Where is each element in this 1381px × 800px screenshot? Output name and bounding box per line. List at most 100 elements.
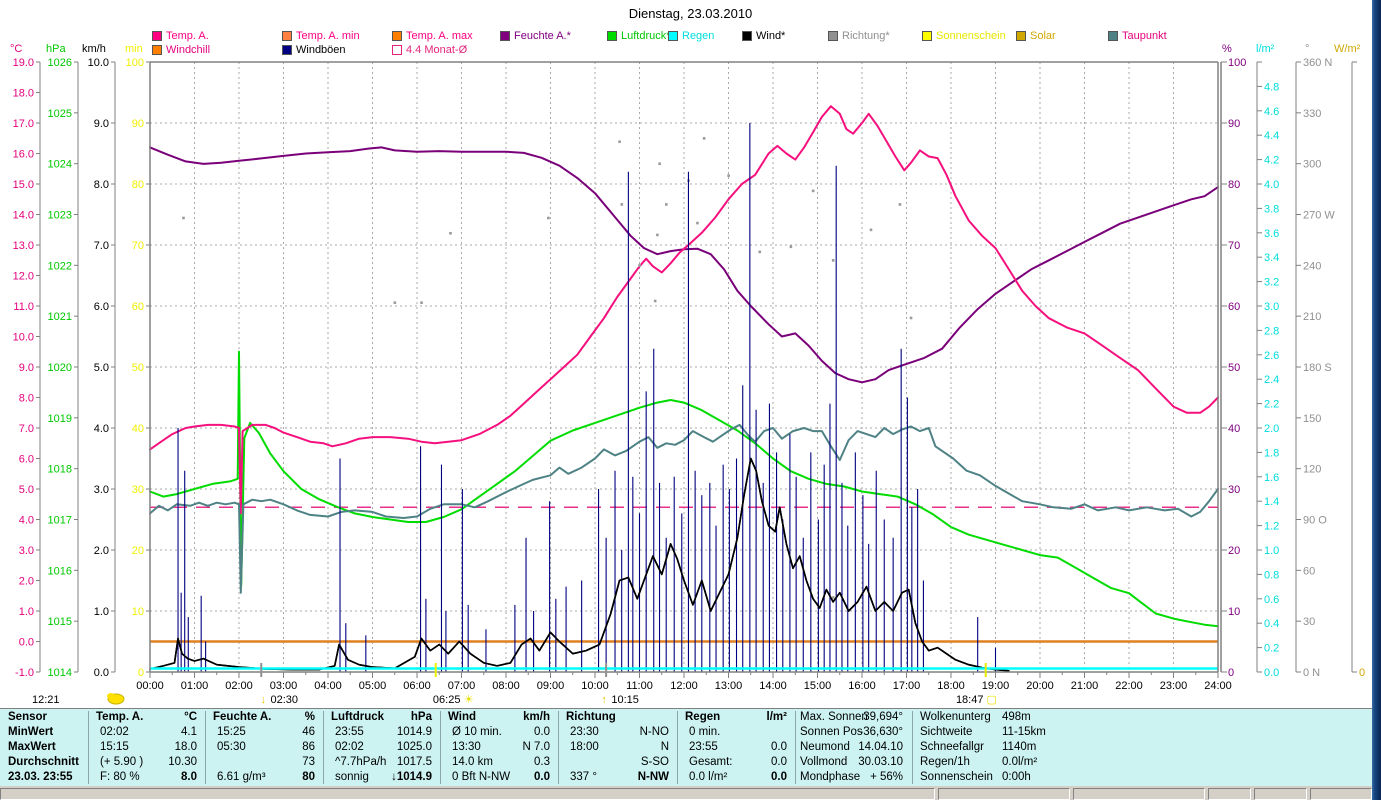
legend-label: Windböen (296, 44, 346, 56)
legend-label: 4.4 Monat-Ø (406, 44, 468, 56)
x-axis-hour-label: 04:00 (314, 680, 342, 692)
windspeed-axis-header: km/h (82, 43, 106, 55)
direction-dot (702, 137, 706, 140)
tick-label: 7.0 (19, 423, 34, 435)
direction-dot (909, 316, 913, 320)
richtung-maxwert-value: N (660, 741, 669, 753)
tick-label: 20 (132, 545, 144, 557)
direction-dot (831, 259, 835, 262)
legend-item-richtung[interactable]: Richtung* (828, 30, 890, 42)
extra-label: Regen/1h (920, 756, 970, 768)
x-axis-hour-label: 00:00 (136, 680, 164, 692)
feuchte-maxwert-time: 05:30 (217, 741, 246, 753)
tick-label: 180 S (1303, 362, 1332, 374)
legend-item-solar[interactable]: Solar (1016, 30, 1056, 42)
regen-column-header: Regen (685, 711, 721, 723)
tick-label: 0 (1359, 667, 1365, 679)
temp-a-max-color-swatch (392, 31, 402, 41)
wind-maxwert-value: N 7.0 (522, 741, 551, 753)
astro-label: Vollmond (800, 756, 848, 768)
legend-label: Temp. A. min (296, 30, 360, 42)
legend-item-temp-a-max[interactable]: Temp. A. max (392, 30, 473, 42)
direction-dot (831, 596, 835, 599)
taupunkt-color-swatch (1108, 31, 1118, 41)
feuchte-minwert-value: 46 (302, 726, 315, 738)
legend-item-wind[interactable]: Wind* (742, 30, 785, 42)
x-axis-hour-label: 06:00 (403, 680, 431, 692)
tick-label: 3.4 (1264, 252, 1279, 264)
legend-item-temp-a[interactable]: Temp. A. (152, 30, 209, 42)
row-header-maxwert: MaxWert (8, 741, 56, 753)
legend-label: Feuchte A.* (514, 30, 571, 42)
luftdruck-color-swatch (607, 31, 617, 41)
tick-label: 9.0 (94, 118, 109, 130)
legend-item-temp-a-min[interactable]: Temp. A. min (282, 30, 360, 42)
legend-item-windchill[interactable]: Windchill (152, 44, 210, 56)
x-axis-hour-label: 21:00 (1071, 680, 1099, 692)
row-header-23-03-23-55: 23.03. 23:55 (8, 771, 73, 783)
tick-label: 40 (1228, 423, 1240, 435)
legend-label: Richtung* (842, 30, 890, 42)
legend-item-4-4-monat[interactable]: 4.4 Monat-Ø (392, 44, 467, 56)
status-bar-segment-4 (1208, 788, 1251, 800)
tick-label: 270 W (1303, 210, 1335, 222)
luftdruck-minwert-time: 23:55 (335, 726, 364, 738)
tick-label: 1025 (48, 108, 72, 120)
legend-item-luftdruck[interactable]: Luftdruck* (607, 30, 671, 42)
tick-label: 30 (1303, 616, 1315, 628)
tick-label: 2.4 (1264, 374, 1279, 386)
direction-dot (665, 203, 668, 206)
tick-label: 30 (1228, 484, 1240, 496)
regen-minwert-time: 0 min. (689, 726, 721, 738)
direction-dot (658, 162, 661, 166)
direction-dot (618, 140, 621, 144)
tick-label: 90 (1228, 118, 1240, 130)
astro-label: Mondphase (800, 771, 861, 783)
temp-23-03-23-55-time: F: 80 % (100, 771, 140, 783)
tick-label: 1016 (48, 565, 72, 577)
tick-label: 3.0 (19, 545, 34, 557)
legend-label: Regen (682, 30, 715, 42)
tick-label: 40 (132, 423, 144, 435)
x-axis-hour-label: 15:00 (804, 680, 832, 692)
tick-label: 1021 (48, 311, 72, 323)
x-axis-hour-label: 18:00 (937, 680, 965, 692)
richtung-23-03-23-55-time: 337 ° (570, 771, 597, 783)
window-edge-strip (1372, 0, 1381, 800)
temp-minwert-value: 4.1 (181, 726, 197, 738)
legend-item-taupunkt[interactable]: Taupunkt (1108, 30, 1167, 42)
wind-curve-top (149, 457, 1009, 672)
moonset-arrow-icon: ↓ (261, 694, 267, 706)
legend-item-windb-en[interactable]: Windböen (282, 44, 346, 56)
astro-value: -36,630° (859, 726, 903, 738)
feuchte-durchschnitt-value: 73 (302, 756, 315, 768)
weather-chart: °C -1.0 0.0 1.0 2.0 3.0 4.0 5.0 6.0 7.0 8.0 9.0 10.0… (10, 43, 1365, 706)
richtung-color-swatch (828, 31, 838, 41)
tick-label: 70 (132, 240, 144, 252)
feuchte-minwert-time: 15:25 (217, 726, 246, 738)
legend-item-feuchte-a[interactable]: Feuchte A.* (500, 30, 571, 42)
extra-label: Wolkenunterg (920, 711, 991, 723)
tick-label: 0.8 (1264, 569, 1279, 581)
tick-label: 7.0 (94, 240, 109, 252)
direction-dot (898, 203, 902, 206)
astro-label: Neumond (800, 741, 850, 753)
windb-en-color-swatch (282, 45, 292, 55)
status-bar-segment-1 (0, 788, 935, 800)
x-axis-hour-label: 01:00 (181, 680, 209, 692)
x-axis-hour-label: 23:00 (1160, 680, 1188, 692)
legend-item-sonnenschein[interactable]: Sonnenschein (922, 30, 1006, 42)
luftdruck-column-header: Luftdruck (331, 711, 385, 723)
regen-maxwert-value: 0.0 (771, 741, 787, 753)
tick-label: 360 N (1303, 57, 1332, 69)
astro-label: Sonnen Pos (800, 726, 863, 738)
feuchte-unit: % (304, 711, 315, 723)
legend-item-regen[interactable]: Regen (668, 30, 714, 42)
x-axis-hour-label: 19:00 (982, 680, 1010, 692)
solar-axis-header: W/m² (1334, 43, 1361, 55)
tick-label: 50 (132, 362, 144, 374)
table-column-divider (677, 711, 678, 784)
tick-label: 0.4 (1264, 618, 1279, 630)
tick-label: 4.0 (19, 515, 34, 527)
temp-a-min-color-swatch (282, 31, 292, 41)
